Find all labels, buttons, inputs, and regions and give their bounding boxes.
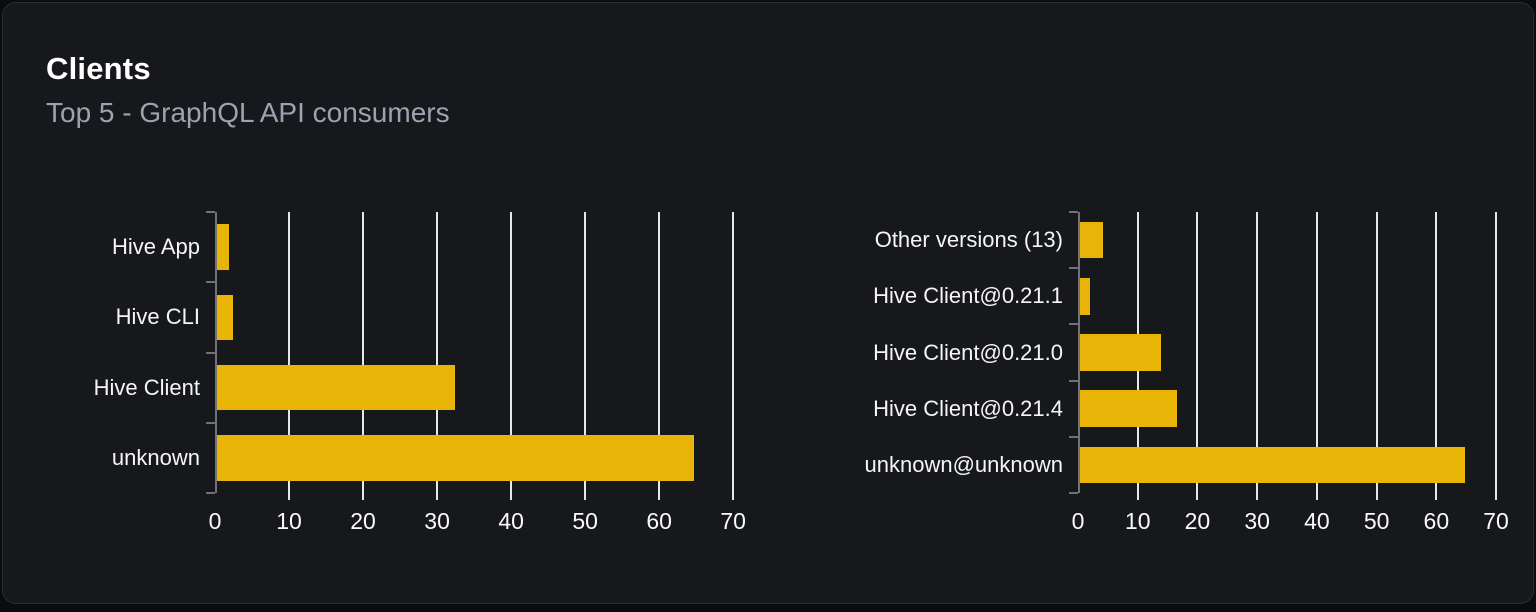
gridline bbox=[1495, 212, 1498, 500]
x-tick-label: 40 bbox=[498, 508, 524, 534]
x-tick-label: 70 bbox=[720, 508, 746, 534]
x-tick-label: 60 bbox=[1423, 508, 1450, 534]
clients-by-version-chart: Other versions (13) Hive Client@0.21.1 Hiv… bbox=[843, 211, 1511, 534]
y-axis-tick bbox=[206, 211, 215, 213]
bar[interactable] bbox=[1080, 221, 1103, 259]
y-axis-line bbox=[1078, 212, 1080, 493]
category-labels: Other versions (13) Hive Client@0.21.1 Hiv… bbox=[843, 212, 1078, 493]
y-axis-tick bbox=[1069, 323, 1078, 326]
gridline bbox=[510, 212, 513, 500]
x-tick-label: 30 bbox=[424, 508, 450, 534]
gridline bbox=[658, 212, 661, 500]
x-tick-label: 10 bbox=[1124, 508, 1151, 534]
x-tick-label: 0 bbox=[1071, 508, 1085, 534]
y-axis-tick bbox=[1069, 379, 1078, 382]
category-labels: Hive App Hive CLI Hive Client unknown bbox=[46, 212, 215, 493]
y-axis-tick bbox=[206, 421, 215, 424]
x-tick-label: 20 bbox=[350, 508, 376, 534]
y-axis-tick bbox=[1069, 435, 1078, 438]
gridline bbox=[362, 212, 365, 500]
y-axis-tick bbox=[206, 281, 215, 284]
category-label: unknown bbox=[111, 444, 200, 470]
y-axis-tick bbox=[1069, 492, 1078, 494]
y-axis-tick bbox=[1069, 267, 1078, 270]
category-label: Hive Client@0.21.1 bbox=[873, 283, 1063, 309]
bar[interactable] bbox=[1080, 334, 1162, 371]
x-tick-label: 60 bbox=[646, 508, 672, 534]
x-tick-label: 10 bbox=[276, 508, 302, 534]
x-tick-label: 20 bbox=[1184, 508, 1211, 534]
gridline bbox=[1196, 212, 1199, 500]
gridline bbox=[436, 212, 439, 500]
x-tick-label: 70 bbox=[1483, 508, 1509, 534]
y-axis-tick bbox=[206, 351, 215, 354]
bar[interactable] bbox=[1080, 390, 1177, 427]
gridline bbox=[584, 212, 587, 500]
plot-area: 0 10 20 30 40 50 60 70 bbox=[206, 211, 748, 534]
x-tick-label: 50 bbox=[572, 508, 598, 534]
x-tick-label: 30 bbox=[1244, 508, 1270, 534]
bar[interactable] bbox=[1080, 446, 1465, 484]
category-label: Hive Client@0.21.4 bbox=[873, 395, 1063, 421]
gridline bbox=[1256, 212, 1259, 500]
category-label: unknown@unknown bbox=[864, 451, 1063, 477]
y-axis-tick bbox=[1069, 211, 1078, 213]
category-label: Other versions (13) bbox=[874, 227, 1063, 253]
x-tick-label: 0 bbox=[208, 508, 222, 534]
x-tick-label: 40 bbox=[1304, 508, 1330, 534]
category-label: Hive Client@0.21.0 bbox=[873, 339, 1063, 365]
category-label: Hive Client bbox=[93, 374, 200, 400]
gridline bbox=[1315, 212, 1318, 500]
gridline bbox=[732, 212, 735, 500]
gridline bbox=[1375, 212, 1378, 500]
plot-area: 0 10 20 30 40 50 60 70 bbox=[1069, 211, 1511, 534]
category-label: Hive App bbox=[111, 234, 200, 260]
y-axis-line bbox=[215, 212, 217, 493]
clients-by-name-chart: Hive App Hive CLI Hive Client unknown 0 10 20 3… bbox=[46, 211, 748, 534]
y-axis-tick bbox=[206, 492, 215, 494]
category-label: Hive CLI bbox=[115, 304, 200, 330]
bar[interactable] bbox=[1080, 278, 1091, 315]
x-tick-label: 50 bbox=[1363, 508, 1390, 534]
card-title: Clients bbox=[46, 51, 151, 86]
card-subtitle: Top 5 - GraphQL API consumers bbox=[46, 97, 450, 128]
bar[interactable] bbox=[217, 294, 234, 341]
bar[interactable] bbox=[217, 364, 456, 411]
bar[interactable] bbox=[217, 224, 229, 270]
bar[interactable] bbox=[217, 435, 694, 481]
gridline bbox=[288, 212, 291, 500]
gridline bbox=[1435, 212, 1438, 500]
